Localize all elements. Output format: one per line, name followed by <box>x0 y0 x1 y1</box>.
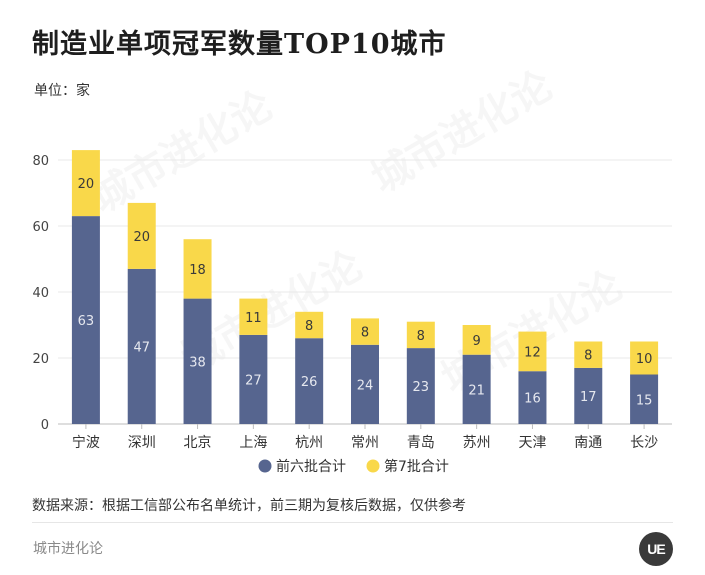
y-tick-label: 60 <box>32 220 49 235</box>
stacked-bar-chart: 0 20 40 60 80 63 20 宁波 47 20 深圳 38 18 北京 27 11 上海 26 8 杭州 24… <box>32 150 672 475</box>
data-label: 17 <box>580 390 597 405</box>
bar-segment-batch7 <box>462 325 491 355</box>
bar-segment-previous <box>462 354 491 424</box>
bar-segment-batch7 <box>295 311 324 339</box>
data-label: 16 <box>524 392 541 407</box>
x-tick-label: 北京 <box>184 435 212 451</box>
y-tick-label: 0 <box>41 418 49 433</box>
data-label: 8 <box>584 349 592 364</box>
data-label: 15 <box>636 393 653 408</box>
data-label: 21 <box>468 383 485 398</box>
x-tick-label: 常州 <box>351 435 379 451</box>
bar-segment-batch7 <box>574 341 603 368</box>
legend-swatch <box>366 459 380 473</box>
data-label: 10 <box>636 352 653 367</box>
data-label: 47 <box>133 340 150 355</box>
x-tick-label: 上海 <box>239 435 267 451</box>
y-tick-label: 40 <box>32 286 49 301</box>
footer-divider <box>32 522 673 523</box>
data-label: 9 <box>472 334 480 349</box>
x-tick-label: 苏州 <box>463 435 491 451</box>
y-tick-label: 20 <box>32 352 49 367</box>
data-label: 38 <box>189 355 206 370</box>
data-label: 20 <box>78 177 95 192</box>
x-tick-label: 深圳 <box>128 435 156 451</box>
data-label: 24 <box>357 378 374 393</box>
legend-swatch <box>258 459 272 473</box>
x-tick-label: 长沙 <box>630 435 658 451</box>
x-tick-label: 南通 <box>574 435 602 451</box>
unit-label: 单位：家 <box>34 83 90 99</box>
brand-name: 城市进化论 <box>33 541 103 557</box>
data-label: 8 <box>305 319 313 334</box>
bar-segment-batch7 <box>239 298 268 335</box>
bar-segment-previous <box>295 338 324 424</box>
bar-segment-previous <box>71 216 100 424</box>
bar-segment-batch7 <box>630 341 659 375</box>
x-tick-label: 天津 <box>518 435 546 451</box>
x-tick-label: 杭州 <box>295 435 323 451</box>
data-label: 27 <box>245 373 262 388</box>
data-label: 23 <box>413 380 430 395</box>
bar-segment-batch7 <box>183 239 212 299</box>
legend-label: 前六批合计 <box>276 458 346 475</box>
bar-segment-previous <box>351 344 379 424</box>
data-label: 18 <box>189 263 206 278</box>
legend-label: 第7批合计 <box>384 458 449 475</box>
data-label: 26 <box>301 375 318 390</box>
bar-segment-batch7 <box>518 331 547 372</box>
x-tick-label: 宁波 <box>72 434 100 451</box>
bar-segment-previous <box>183 298 212 424</box>
data-label: 20 <box>133 230 150 245</box>
data-label: 11 <box>245 311 262 326</box>
bar-segment-batch7 <box>127 202 156 269</box>
bar-segment-previous <box>239 334 268 424</box>
data-label: 12 <box>524 345 541 360</box>
page-title: 制造业单项冠军数量TOP10城市 <box>32 29 447 60</box>
bar-segment-previous <box>630 374 659 424</box>
bar-segment-previous <box>406 348 435 424</box>
bar-segment-previous <box>127 268 156 424</box>
x-tick-label: 青岛 <box>407 435 435 451</box>
bar-segment-batch7 <box>351 318 379 345</box>
y-tick-label: 80 <box>32 154 49 169</box>
data-source-note: 数据来源：根据工信部公布名单统计，前三期为复核后数据，仅供参考 <box>32 498 466 514</box>
data-label: 8 <box>417 329 425 344</box>
bar-segment-previous <box>518 371 547 424</box>
bar-segment-previous <box>574 367 603 424</box>
data-label: 8 <box>361 326 369 341</box>
data-label: 63 <box>78 314 95 329</box>
bar-segment-batch7 <box>406 321 435 349</box>
brand-logo: UE <box>639 532 673 566</box>
bar-segment-batch7 <box>71 150 100 217</box>
